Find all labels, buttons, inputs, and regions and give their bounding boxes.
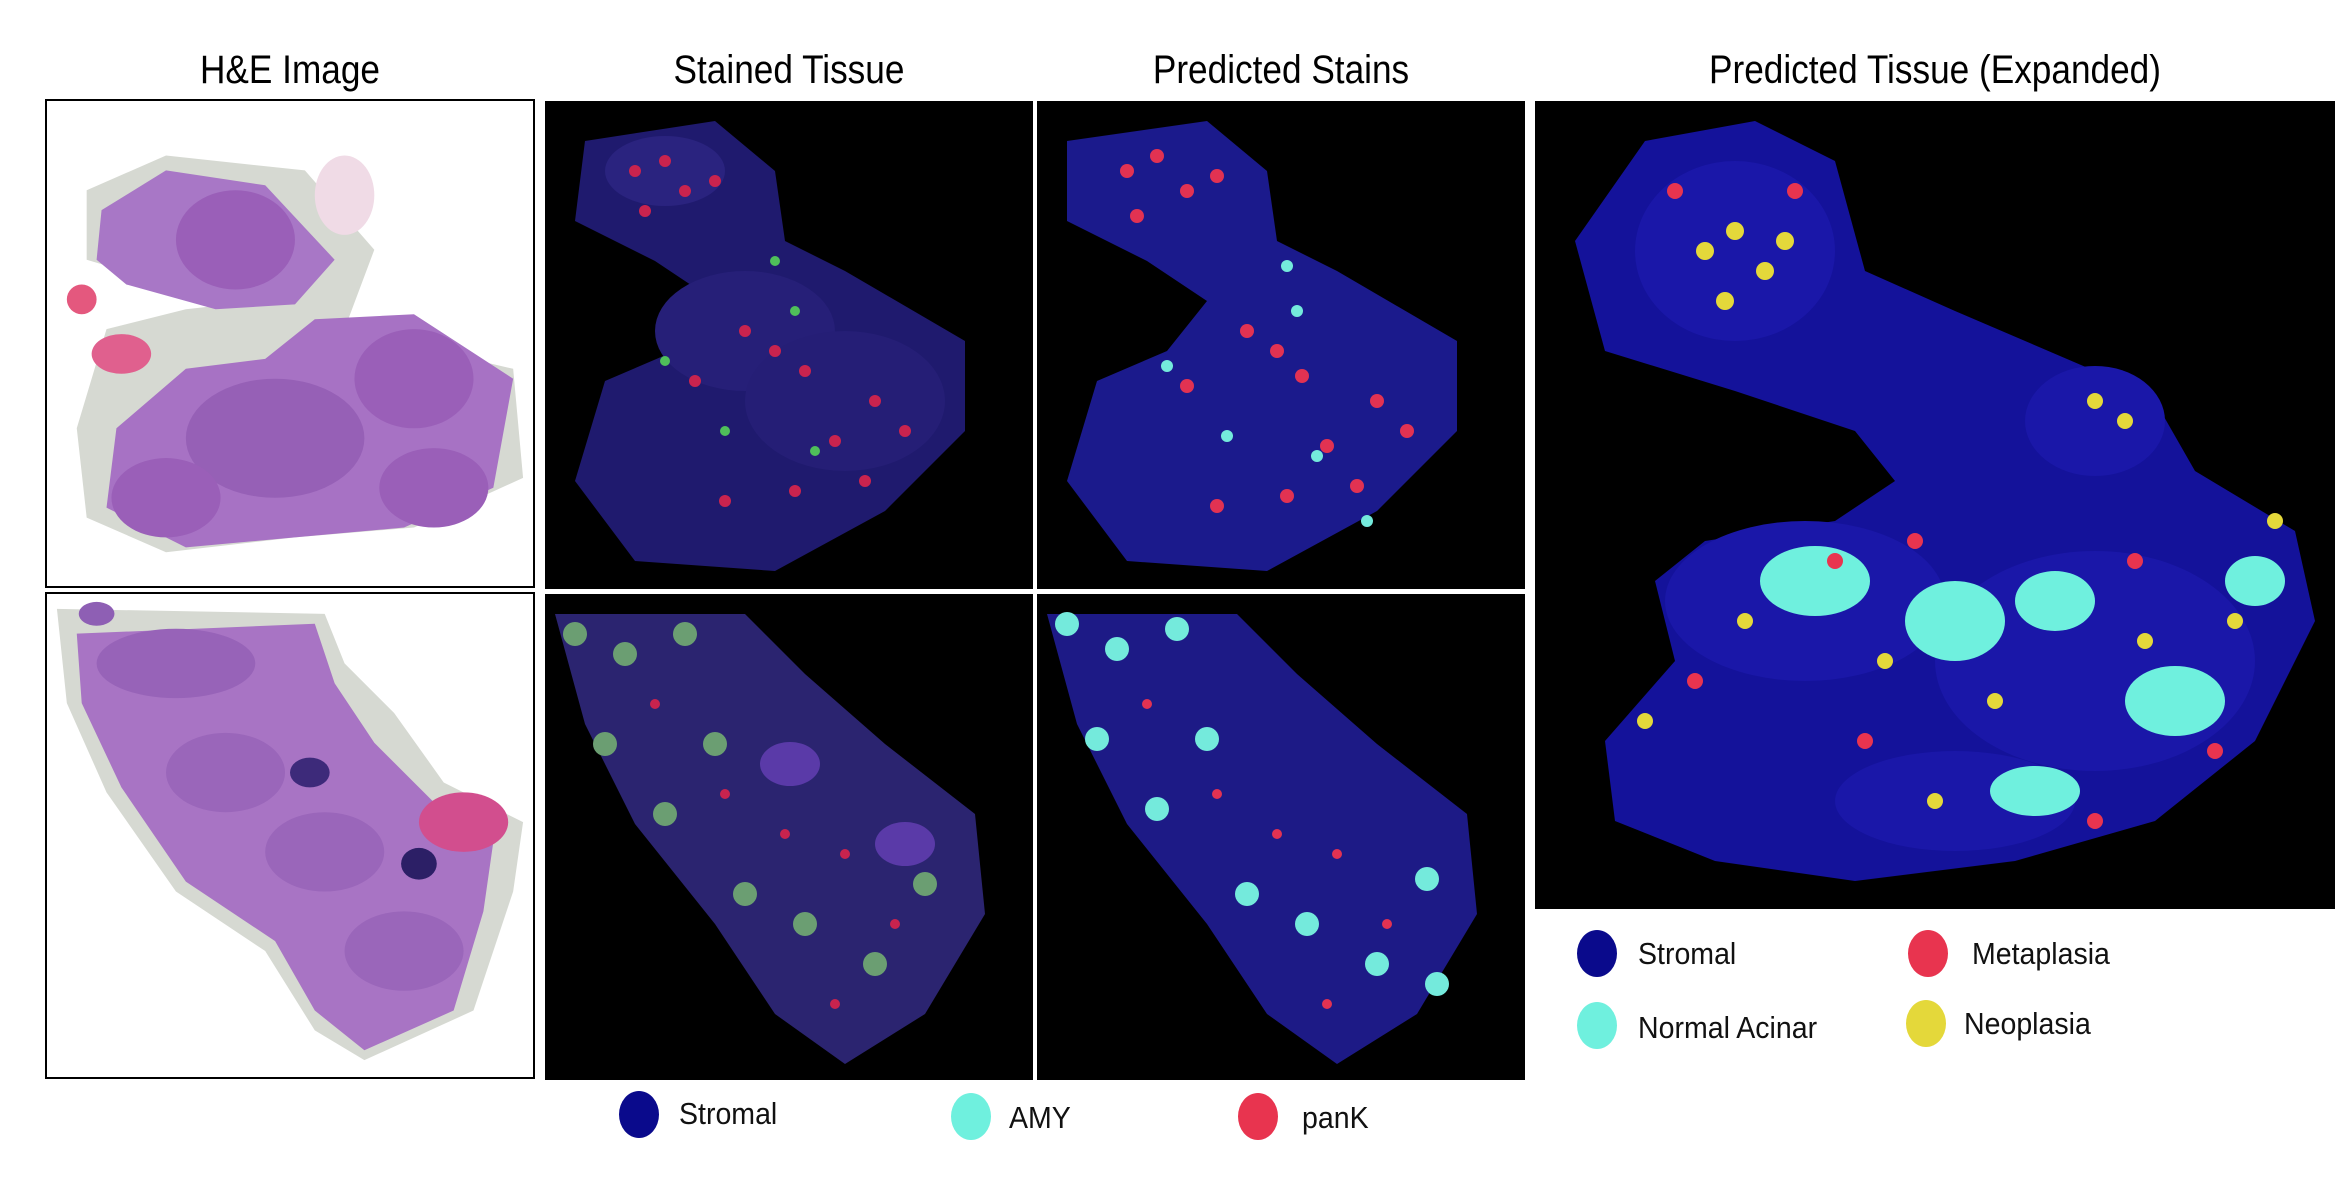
predicted-stains-graphic-1 (1067, 121, 1457, 571)
legend-swatch-stromal-stain (619, 1091, 659, 1138)
stained-tissue-sample-1 (545, 101, 1033, 589)
legend-label-amy: AMY (1009, 1100, 1071, 1135)
legend-swatch-amy (951, 1093, 991, 1140)
he-tissue-graphic-1 (66, 155, 524, 553)
predicted-stains-graphic-2 (1047, 612, 1477, 1064)
predicted-stains-sample-1 (1037, 101, 1525, 589)
he-tissue-graphic-2 (56, 601, 524, 1061)
legend-swatch-neoplasia (1906, 1000, 1946, 1047)
legend-swatch-metaplasia (1908, 930, 1948, 977)
predicted-tissue-graphic (1575, 121, 2315, 881)
legend-label-stromal-stain: Stromal (679, 1096, 778, 1131)
stained-tissue-graphic-2 (555, 614, 985, 1064)
predicted-stains-sample-2 (1037, 594, 1525, 1080)
he-image-sample-2 (45, 592, 535, 1079)
he-image-sample-1 (45, 99, 535, 588)
legend-swatch-pank (1238, 1093, 1278, 1140)
legend-swatch-stromal-tissue (1577, 930, 1617, 977)
stained-tissue-sample-2 (545, 594, 1033, 1080)
legend-label-stromal-tissue: Stromal (1638, 936, 1737, 971)
column-title-stained-tissue: Stained Tissue (673, 48, 905, 92)
legend-label-normal-acinar: Normal Acinar (1638, 1010, 1818, 1045)
legend-label-metaplasia: Metaplasia (1972, 936, 2110, 971)
stained-tissue-graphic-1 (575, 121, 965, 571)
legend-swatch-normal-acinar (1577, 1002, 1617, 1049)
column-title-predicted-tissue-expanded: Predicted Tissue (Expanded) (1709, 48, 2161, 92)
predicted-tissue-expanded-image (1535, 101, 2335, 909)
column-title-he: H&E Image (200, 48, 380, 92)
column-title-predicted-stains: Predicted Stains (1152, 48, 1410, 92)
legend-label-pank: panK (1302, 1100, 1369, 1135)
legend-label-neoplasia: Neoplasia (1964, 1006, 2091, 1041)
